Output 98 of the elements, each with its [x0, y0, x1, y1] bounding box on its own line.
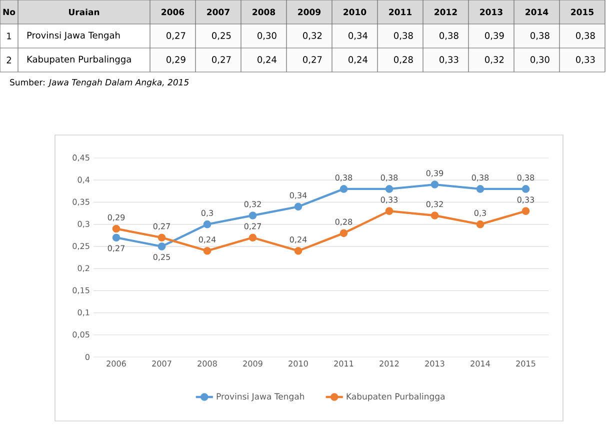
data-label: 0,3	[474, 210, 486, 217]
point	[158, 242, 166, 250]
data-label: 0,3	[201, 210, 213, 217]
point	[294, 246, 302, 255]
data-label: 0,38	[472, 174, 489, 182]
data-label: 0,32	[303, 32, 322, 40]
x-tick-label: 2013	[425, 360, 444, 367]
data-label: 0,32	[426, 201, 443, 208]
legend-label: Kabupaten Purbalingga	[346, 393, 444, 402]
data-label: 0,32	[244, 201, 261, 208]
text: 2	[6, 56, 11, 64]
data-label: 0,25	[153, 254, 170, 261]
y-tick-label: 0,35	[72, 198, 90, 206]
data-label: 0,34	[348, 32, 368, 40]
data-label: 0,24	[258, 56, 276, 64]
x-tick-label: 2011	[334, 360, 354, 367]
data-label: 0,38	[576, 32, 595, 40]
text: No	[3, 8, 16, 16]
point	[430, 212, 439, 220]
data-label: 0,29	[166, 56, 186, 64]
x-tick-label: 2008	[252, 8, 276, 16]
data-label: 0,27	[303, 56, 322, 64]
data-label: 0,28	[394, 56, 413, 64]
y-tick-label: 0	[85, 354, 90, 360]
x-tick-label: 2007	[207, 8, 230, 16]
y-tick-label: 0,45	[72, 154, 90, 162]
x-tick-label: 2015	[516, 360, 536, 367]
data-label: 0,27	[153, 223, 170, 230]
y-tick-label: 0,05	[72, 331, 90, 338]
data-label: 0,38	[440, 32, 458, 40]
x-tick-label: 2015	[571, 8, 594, 16]
data-label: 0,39	[485, 32, 504, 40]
data-label: 0,38	[394, 32, 413, 40]
x-tick-label: 2013	[480, 8, 502, 16]
data-label: 0,38	[380, 174, 398, 182]
y-tick-label: 0,25	[72, 243, 90, 250]
point	[248, 212, 257, 220]
x-tick-label: 2014	[470, 360, 490, 367]
point	[112, 234, 120, 242]
x-tick-label: 2006	[162, 8, 184, 16]
legend-label: Provinsi Jawa Tengah	[216, 393, 304, 402]
point	[203, 246, 212, 255]
point	[430, 180, 439, 188]
data-label: 0,30	[258, 32, 276, 40]
point	[522, 207, 530, 215]
point	[294, 202, 302, 211]
point	[476, 220, 484, 228]
data-label: 0,24	[290, 236, 307, 244]
point	[158, 234, 166, 242]
data-label: 0,27	[212, 56, 231, 64]
point	[522, 185, 530, 193]
x-tick-label: 2010	[288, 360, 308, 367]
data-label: 0,38	[335, 174, 352, 182]
x-tick-label: 2011	[389, 8, 412, 16]
data-label: 0,24	[198, 236, 216, 244]
y-tick-label: 0,15	[72, 287, 90, 294]
x-tick-label: 2007	[152, 360, 172, 367]
x-tick-label: 2009	[298, 8, 321, 16]
data-label: 0,29	[108, 214, 125, 222]
text: Sumber: Jawa Tengah Dalam Angka, 2015	[10, 78, 189, 88]
y-tick-label: 0,3	[78, 220, 90, 228]
data-label: 0,33	[440, 56, 458, 64]
x-tick-label: 2008	[198, 360, 217, 367]
y-tick-label: 0,1	[78, 309, 90, 316]
text: 1	[7, 32, 12, 40]
data-label: 0,27	[166, 32, 186, 40]
point	[340, 229, 348, 238]
y-tick-label: Kabupaten Purbalingga	[27, 56, 131, 64]
y-tick-label: 0,2	[78, 265, 90, 272]
x-tick-label: 2012	[380, 360, 399, 367]
y-tick-label: 0,4	[78, 176, 90, 184]
x-tick-label: 2010	[344, 8, 366, 16]
point	[203, 220, 212, 228]
data-label: 0,38	[517, 174, 534, 182]
data-label: 0,32	[485, 56, 504, 64]
data-label: 0,30	[530, 56, 550, 64]
data-label: 0,25	[212, 32, 231, 40]
data-label: 0,33	[576, 56, 595, 64]
data-label: 0,27	[108, 245, 124, 252]
point	[385, 207, 394, 215]
point	[112, 224, 120, 233]
data-label: 0,33	[517, 196, 534, 204]
point	[340, 185, 348, 193]
point	[385, 185, 394, 193]
data-label: 0,24	[348, 56, 368, 64]
point	[248, 234, 257, 242]
point	[476, 185, 484, 193]
data-label: 0,27	[244, 223, 261, 230]
x-tick-label: 2014	[526, 8, 548, 16]
data-label: 0,33	[380, 196, 398, 204]
data-label: 0,39	[426, 170, 444, 177]
x-tick-label: 2012	[434, 8, 457, 16]
data-label: 0,34	[290, 192, 307, 200]
data-label: 0,38	[530, 32, 550, 40]
x-tick-label: 2006	[106, 360, 126, 367]
x-tick-label: 2009	[243, 360, 262, 367]
data-label: 0,28	[335, 218, 352, 226]
text: Uraian	[69, 8, 100, 16]
